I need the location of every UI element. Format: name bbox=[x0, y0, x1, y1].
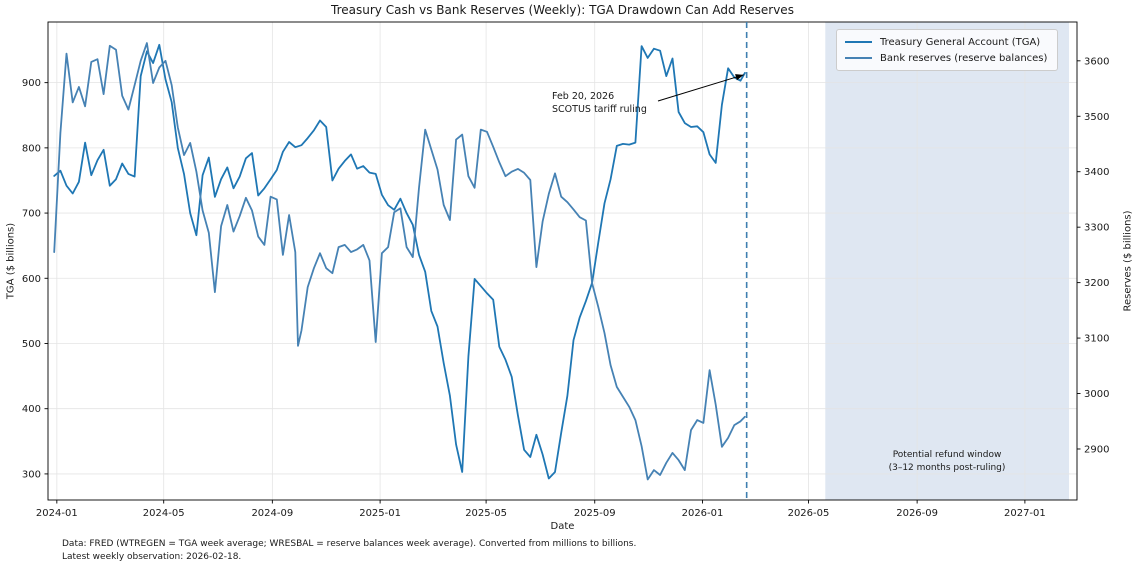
x-tick-label: 2027-01 bbox=[1004, 508, 1046, 519]
y-right-tick-label: 3600 bbox=[1084, 56, 1109, 67]
y-right-tick-label: 2900 bbox=[1084, 444, 1109, 455]
chart-title: Treasury Cash vs Bank Reserves (Weekly):… bbox=[331, 3, 794, 17]
legend-label: Bank reserves (reserve balances) bbox=[880, 52, 1048, 64]
y-right-tick-label: 3400 bbox=[1084, 167, 1109, 178]
refund-window-label-line1: Potential refund window bbox=[892, 450, 1002, 460]
legend-label: Treasury General Account (TGA) bbox=[880, 36, 1041, 48]
footnote-latest-observation: Latest weekly observation: 2026-02-18. bbox=[62, 552, 242, 562]
refund-window-label: Potential refund window (3–12 months pos… bbox=[827, 449, 1067, 475]
refund-window-band bbox=[825, 22, 1070, 500]
y-left-tick-label: 900 bbox=[22, 78, 41, 89]
annotation-arrowhead bbox=[735, 74, 744, 81]
axis-ticks bbox=[44, 60, 1081, 504]
y-right-tick-label: 3200 bbox=[1084, 278, 1109, 289]
x-tick-label: 2025-05 bbox=[465, 508, 507, 519]
y-left-tick-label: 400 bbox=[22, 404, 41, 415]
legend-row-tga: Treasury General Account (TGA) bbox=[845, 34, 1047, 50]
axis-tick-labels: 2024-01 2024-05 2024-09 2025-01 2025-05 2025-… bbox=[22, 56, 1110, 519]
y-left-tick-label: 800 bbox=[22, 143, 41, 154]
x-axis-label: Date bbox=[550, 521, 575, 532]
x-tick-label: 2026-09 bbox=[896, 508, 938, 519]
y-axis-left-label: TGA ($ billions) bbox=[5, 222, 17, 300]
legend-row-reserves: Bank reserves (reserve balances) bbox=[845, 50, 1047, 66]
x-tick-label: 2026-01 bbox=[682, 508, 724, 519]
reserves-line bbox=[53, 42, 746, 481]
annotation-arrow bbox=[657, 74, 744, 102]
y-right-tick-label: 3100 bbox=[1084, 334, 1109, 345]
y-right-tick-label: 3500 bbox=[1084, 112, 1109, 123]
y-right-tick-label: 3000 bbox=[1084, 389, 1109, 400]
x-tick-label: 2024-09 bbox=[251, 508, 293, 519]
y-left-tick-label: 600 bbox=[22, 274, 41, 285]
y-left-tick-label: 500 bbox=[22, 339, 41, 350]
tga-line bbox=[53, 43, 746, 480]
y-right-tick-label: 3300 bbox=[1084, 223, 1109, 234]
y-left-tick-label: 700 bbox=[22, 209, 41, 220]
event-annotation-date: Feb 20, 2026 bbox=[552, 91, 615, 102]
x-tick-label: 2025-09 bbox=[574, 508, 616, 519]
event-annotation: Feb 20, 2026 SCOTUS tariff ruling bbox=[552, 90, 647, 116]
plot-border bbox=[47, 21, 1078, 501]
x-tick-label: 2024-05 bbox=[143, 508, 185, 519]
footnote-source: Data: FRED (WTREGEN = TGA week average; … bbox=[62, 539, 637, 549]
legend-line-swatch bbox=[845, 41, 872, 43]
x-tick-label: 2025-01 bbox=[359, 508, 401, 519]
legend-line-swatch bbox=[845, 57, 872, 59]
legend: Treasury General Account (TGA) Bank reser… bbox=[836, 29, 1059, 71]
refund-window-label-line2: (3–12 months post-ruling) bbox=[888, 463, 1006, 473]
y-left-tick-label: 300 bbox=[22, 469, 41, 480]
x-tick-label: 2024-01 bbox=[36, 508, 78, 519]
x-tick-label: 2026-05 bbox=[788, 508, 830, 519]
y-axis-right-label: Reserves ($ billions) bbox=[1122, 210, 1134, 312]
event-annotation-text: SCOTUS tariff ruling bbox=[552, 104, 647, 115]
